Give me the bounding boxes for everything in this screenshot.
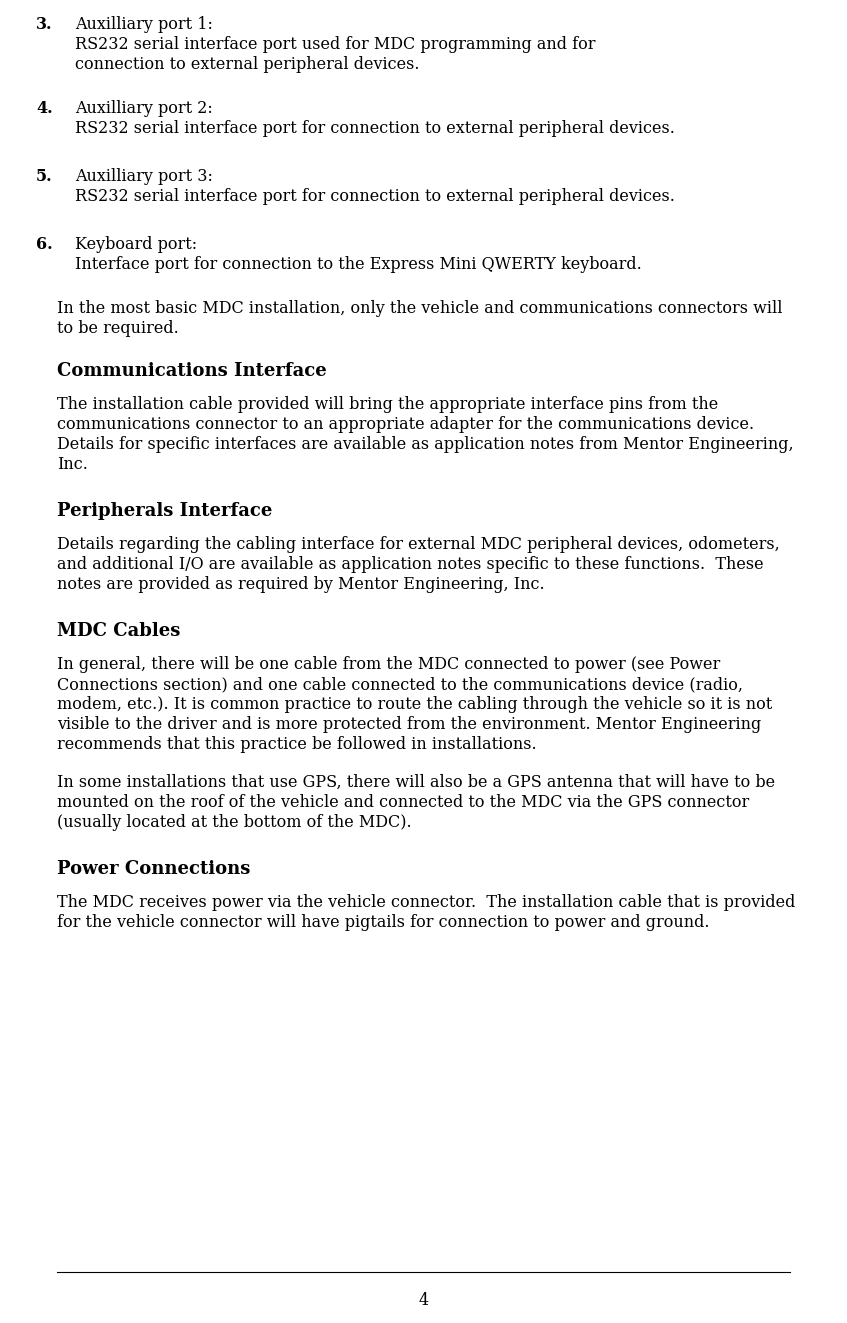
Text: Inc.: Inc. [57,456,88,474]
Text: Details regarding the cabling interface for external MDC peripheral devices, odo: Details regarding the cabling interface … [57,536,780,553]
Text: 3.: 3. [36,16,53,33]
Text: mounted on the roof of the vehicle and connected to the MDC via the GPS connecto: mounted on the roof of the vehicle and c… [57,794,750,811]
Text: for the vehicle connector will have pigtails for connection to power and ground.: for the vehicle connector will have pigt… [57,914,710,931]
Text: and additional I/O are available as application notes specific to these function: and additional I/O are available as appl… [57,556,764,573]
Text: Peripherals Interface: Peripherals Interface [57,501,273,520]
Text: Power Connections: Power Connections [57,860,251,878]
Text: In some installations that use GPS, there will also be a GPS antenna that will h: In some installations that use GPS, ther… [57,774,775,791]
Text: Connections section) and one cable connected to the communications device (radio: Connections section) and one cable conne… [57,676,743,693]
Text: 6.: 6. [36,235,53,253]
Text: connection to external peripheral devices.: connection to external peripheral device… [75,56,419,73]
Text: Keyboard port:: Keyboard port: [75,235,197,253]
Text: 4.: 4. [36,101,53,116]
Text: communications connector to an appropriate adapter for the communications device: communications connector to an appropria… [57,415,754,433]
Text: RS232 serial interface port used for MDC programming and for: RS232 serial interface port used for MDC… [75,36,595,53]
Text: notes are provided as required by Mentor Engineering, Inc.: notes are provided as required by Mentor… [57,576,545,593]
Text: (usually located at the bottom of the MDC).: (usually located at the bottom of the MD… [57,814,412,831]
Text: MDC Cables: MDC Cables [57,622,180,640]
Text: 5.: 5. [36,168,53,185]
Text: to be required.: to be required. [57,320,179,337]
Text: The MDC receives power via the vehicle connector.  The installation cable that i: The MDC receives power via the vehicle c… [57,894,795,912]
Text: Auxilliary port 2:: Auxilliary port 2: [75,101,213,116]
Text: RS232 serial interface port for connection to external peripheral devices.: RS232 serial interface port for connecti… [75,120,675,138]
Text: 4: 4 [418,1293,429,1308]
Text: Auxilliary port 1:: Auxilliary port 1: [75,16,213,33]
Text: Interface port for connection to the Express Mini QWERTY keyboard.: Interface port for connection to the Exp… [75,255,642,273]
Text: Auxilliary port 3:: Auxilliary port 3: [75,168,213,185]
Text: The installation cable provided will bring the appropriate interface pins from t: The installation cable provided will bri… [57,396,718,413]
Text: visible to the driver and is more protected from the environment. Mentor Enginee: visible to the driver and is more protec… [57,716,761,733]
Text: RS232 serial interface port for connection to external peripheral devices.: RS232 serial interface port for connecti… [75,188,675,205]
Text: In general, there will be one cable from the MDC connected to power (see Power: In general, there will be one cable from… [57,656,720,673]
Text: modem, etc.). It is common practice to route the cabling through the vehicle so : modem, etc.). It is common practice to r… [57,696,772,713]
Text: In the most basic MDC installation, only the vehicle and communications connecto: In the most basic MDC installation, only… [57,300,783,318]
Text: Communications Interface: Communications Interface [57,363,327,380]
Text: recommends that this practice be followed in installations.: recommends that this practice be followe… [57,736,537,753]
Text: Details for specific interfaces are available as application notes from Mentor E: Details for specific interfaces are avai… [57,437,794,452]
